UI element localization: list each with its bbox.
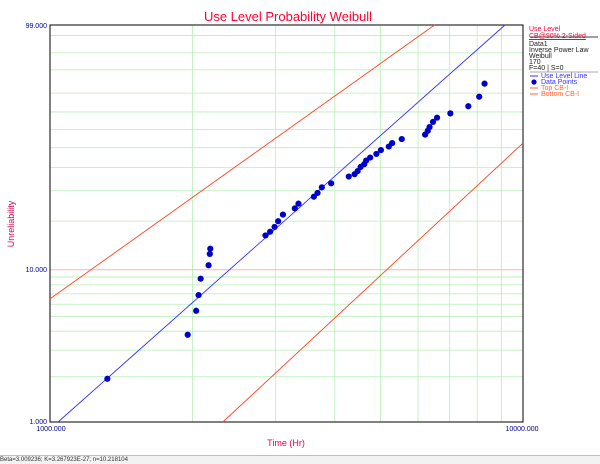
- data-point: [205, 262, 212, 269]
- data-points-layer: [104, 80, 488, 382]
- data-point: [193, 307, 200, 314]
- data-point: [426, 124, 433, 131]
- y-axis-label: Unreliability: [6, 200, 16, 247]
- side-header-cb: CB@90% 2-Sided: [529, 33, 586, 40]
- data-point: [262, 232, 269, 239]
- legend-data-points-label: Data Points: [541, 79, 578, 86]
- data-point: [447, 110, 454, 117]
- data-point: [197, 275, 204, 282]
- data-point: [367, 154, 374, 161]
- data-point: [373, 150, 380, 158]
- data-point: [465, 103, 472, 110]
- x-tick-label-left: 1000.000: [36, 426, 65, 433]
- plot-area: [49, 24, 524, 423]
- data-point: [267, 228, 274, 235]
- data-point: [429, 118, 437, 125]
- side-counts: F=40 | S=0: [529, 65, 564, 72]
- side-header-use-level: Use Level: [529, 26, 561, 33]
- data-point: [481, 80, 488, 87]
- data-point: [295, 200, 302, 207]
- y-tick-label-top: 99.000: [26, 23, 48, 30]
- data-point: [314, 189, 321, 197]
- data-point: [318, 184, 325, 191]
- chart-title: Use Level Probability Weibull: [204, 9, 372, 24]
- data-point: [275, 218, 282, 225]
- data-point: [271, 223, 278, 231]
- side-distribution: Weibull: [529, 53, 552, 60]
- y-tick-label-bottom: 1.000: [29, 419, 47, 426]
- legend-bottom-cb-label: Bottom CB-I: [541, 91, 580, 98]
- status-bar: Beta=3.009236; K=3.267923E-27; n=10.2181…: [0, 455, 600, 464]
- x-tick-label-right: 10000.000: [505, 426, 538, 433]
- data-point: [398, 135, 405, 143]
- plot-lines: [49, 24, 524, 423]
- data-point: [291, 205, 298, 212]
- data-point: [377, 146, 385, 154]
- side-model: Inverse Power Law: [529, 47, 589, 54]
- data-point: [476, 93, 483, 100]
- side-data-name: Data1: [529, 41, 548, 48]
- data-point: [433, 114, 441, 121]
- legend-use-level-line-label: Use Level Line: [541, 73, 588, 80]
- data-point: [195, 291, 202, 299]
- data-point: [206, 250, 213, 258]
- side-use-stress: 170: [529, 59, 541, 66]
- data-point: [184, 331, 191, 338]
- legend-data-points-swatch: [531, 79, 537, 85]
- data-point: [328, 180, 335, 187]
- x-axis-label: Time (Hr): [267, 438, 305, 448]
- y-tick-label-mid: 10.000: [26, 267, 48, 274]
- top-cb-i-line: [49, 24, 435, 300]
- data-point: [345, 173, 352, 180]
- data-point: [389, 140, 396, 147]
- legend-top-cb-label: Top CB-I: [541, 85, 569, 92]
- plot-grid: [50, 25, 523, 422]
- bottom-cb-i-line: [222, 142, 524, 423]
- data-point: [279, 211, 287, 218]
- use-level-line-line: [57, 24, 506, 423]
- data-point: [104, 375, 111, 382]
- data-point: [207, 245, 214, 252]
